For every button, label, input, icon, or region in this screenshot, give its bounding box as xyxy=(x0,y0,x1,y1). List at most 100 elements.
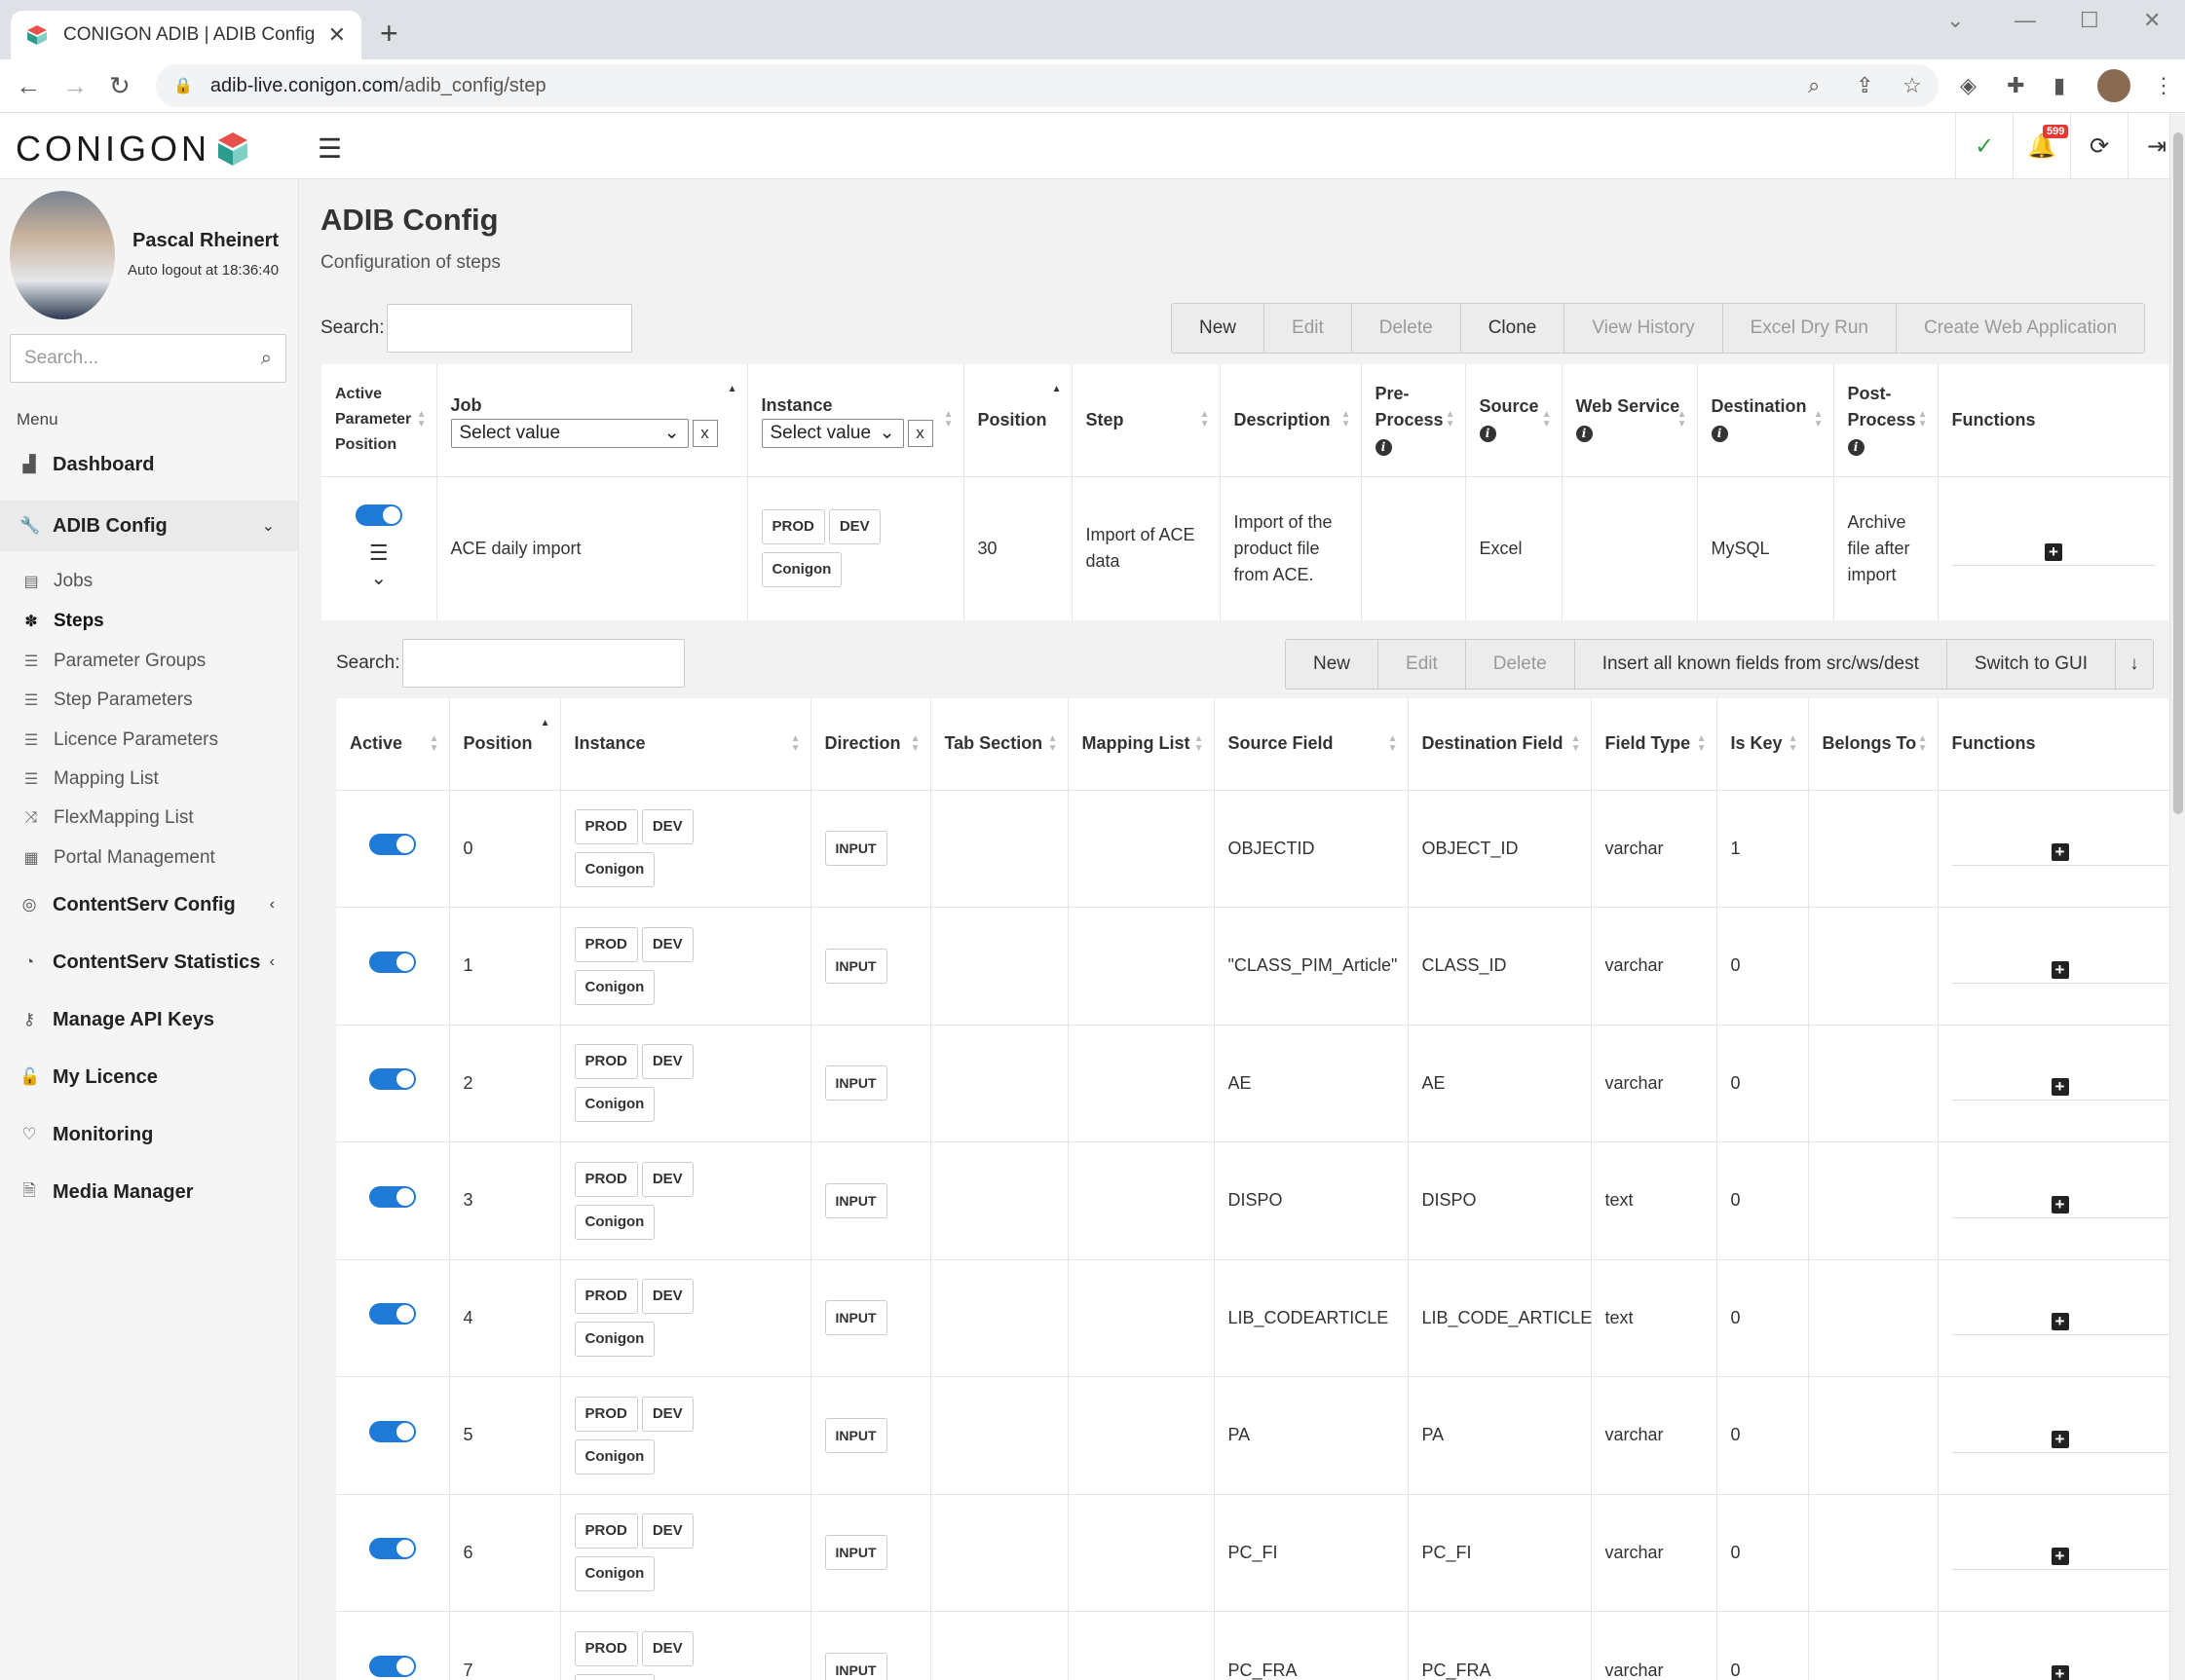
sidebar-item-contentserv-config[interactable]: ◎ ContentServ Config ‹ xyxy=(0,882,298,927)
col-description[interactable]: Description ▲ ▼ xyxy=(1220,364,1362,476)
edit-button[interactable]: Edit xyxy=(1264,304,1352,353)
sidebar-item-jobs[interactable]: ▤ Jobs xyxy=(0,563,298,600)
active-toggle[interactable] xyxy=(368,1068,416,1091)
logout-icon[interactable]: ⇥ xyxy=(2128,113,2185,179)
address-bar[interactable]: 🔒 adib-live.conigon.com/adib_config/step xyxy=(156,64,1939,107)
info-icon[interactable]: i xyxy=(1575,426,1593,442)
delete-button[interactable]: Delete xyxy=(1351,304,1461,353)
active-toggle[interactable] xyxy=(368,834,416,856)
side-panel-icon[interactable]: ▮ xyxy=(2053,73,2066,97)
add-icon[interactable]: + xyxy=(2051,1430,2069,1448)
profile-avatar[interactable] xyxy=(2097,69,2130,102)
page-scrollbar[interactable] xyxy=(2169,113,2185,1680)
table-row[interactable]: 0 PROD DEV Conigon INPUT OBJECTID OBJECT_ID var… xyxy=(336,789,2169,908)
col-instance[interactable]: Instance ▲ ▼ xyxy=(560,698,811,790)
extension-a-icon[interactable]: ◈ xyxy=(1960,73,1977,97)
more-button[interactable]: ↓ xyxy=(2116,640,2153,689)
col-position[interactable]: Position ▲ xyxy=(449,698,561,790)
notifications-bell-icon[interactable]: 🔔 599 xyxy=(2013,113,2070,179)
col-active[interactable]: Active Parameter Position ▲ ▼ xyxy=(321,364,437,476)
col-job[interactable]: Job Select value ⌄ x ▲ xyxy=(436,364,748,476)
table-row[interactable]: 2 PROD DEV Conigon INPUT AE AE varchar 0 + xyxy=(336,1024,2169,1142)
browser-tab[interactable]: CONIGON ADIB | ADIB Config ✕ xyxy=(11,11,361,59)
add-icon[interactable]: + xyxy=(2051,960,2069,979)
sidebar-item-contentserv-statistics[interactable]: ◔ ContentServ Statistics ‹ xyxy=(0,940,298,985)
col-is-key[interactable]: Is Key ▲ ▼ xyxy=(1716,698,1809,790)
add-icon[interactable]: + xyxy=(2051,1078,2069,1097)
sidebar-item-steps[interactable]: ✽ Steps xyxy=(0,603,298,640)
sidebar-search-input[interactable]: Search... ⌕ xyxy=(10,334,286,383)
col-position[interactable]: Position ▲ xyxy=(963,364,1073,476)
add-icon[interactable]: + xyxy=(2051,1548,2069,1566)
info-icon[interactable]: i xyxy=(1479,426,1496,442)
clone-button[interactable]: Clone xyxy=(1460,304,1565,353)
insert-known-fields-button[interactable]: Insert all known fields from src/ws/dest xyxy=(1574,640,1947,689)
close-tab-icon[interactable]: ✕ xyxy=(327,22,346,47)
add-icon[interactable]: + xyxy=(2051,1195,2069,1213)
col-destination[interactable]: Destination i ▲ ▼ xyxy=(1697,364,1834,476)
col-source[interactable]: Source i ▲ ▼ xyxy=(1465,364,1563,476)
table-row[interactable]: 3 PROD DEV Conigon INPUT DISPO DISPO text 0 + xyxy=(336,1141,2169,1259)
col-instance[interactable]: Instance Select value ⌄ x ▲ ▼ xyxy=(747,364,964,476)
scrollbar-thumb[interactable] xyxy=(2173,132,2183,814)
reload-icon[interactable]: ↻ xyxy=(109,71,131,100)
delete-field-button[interactable]: Delete xyxy=(1465,640,1575,689)
parameters-sliders-icon[interactable]: ☰ xyxy=(368,541,389,566)
info-icon[interactable]: i xyxy=(1711,426,1728,442)
sidebar-item-monitoring[interactable]: ♡ Monitoring xyxy=(0,1112,298,1157)
sidebar-item-dashboard[interactable]: ▟ Dashboard xyxy=(0,442,298,487)
sidebar-item-adib-config[interactable]: 🔧 ADIB Config ⌄ xyxy=(0,501,298,551)
expand-chevron-icon[interactable]: ⌄ xyxy=(370,568,388,590)
status-ok-icon[interactable]: ✓ xyxy=(1955,113,2013,179)
instance-filter-select[interactable]: Select value ⌄ xyxy=(761,418,904,448)
view-history-button[interactable]: View History xyxy=(1564,304,1723,353)
fields-search-input[interactable] xyxy=(402,639,685,688)
col-step[interactable]: Step ▲ ▼ xyxy=(1072,364,1221,476)
excel-dry-run-button[interactable]: Excel Dry Run xyxy=(1722,304,1897,353)
col-mapping-list[interactable]: Mapping List ▲ ▼ xyxy=(1068,698,1215,790)
col-direction[interactable]: Direction ▲ ▼ xyxy=(810,698,931,790)
col-post-process[interactable]: Post-Process i ▲ ▼ xyxy=(1833,364,1939,476)
add-icon[interactable]: + xyxy=(2051,1665,2069,1680)
col-belongs-to[interactable]: Belongs To ▲ ▼ xyxy=(1808,698,1939,790)
col-destination-field[interactable]: Destination Field ▲ ▼ xyxy=(1408,698,1592,790)
sidebar-item-my-licence[interactable]: 🔓 My Licence xyxy=(0,1055,298,1100)
sidebar-item-media-manager[interactable]: 🗎 Media Manager xyxy=(0,1170,298,1214)
job-filter-clear-button[interactable]: x xyxy=(692,419,718,447)
maximize-icon[interactable]: ☐ xyxy=(2080,8,2099,32)
share-icon[interactable]: ⇪ xyxy=(1856,73,1874,97)
search-icon[interactable]: ⌕ xyxy=(260,347,272,369)
table-row[interactable]: 4 PROD DEV Conigon INPUT LIB_CODEARTICLE LIB_C… xyxy=(336,1258,2169,1377)
sidebar-item-mapping-list[interactable]: ☰ Mapping List xyxy=(0,761,298,798)
forward-icon[interactable]: → xyxy=(62,71,88,100)
bookmark-star-icon[interactable]: ☆ xyxy=(1902,73,1922,97)
back-icon[interactable]: ← xyxy=(16,71,41,100)
info-icon[interactable]: i xyxy=(1847,438,1865,456)
extensions-puzzle-icon[interactable]: ✚ xyxy=(2007,73,2025,97)
active-toggle[interactable] xyxy=(355,504,402,527)
close-window-icon[interactable]: ✕ xyxy=(2143,8,2162,32)
new-tab-icon[interactable]: + xyxy=(380,16,398,51)
browser-menu-icon[interactable]: ⋮ xyxy=(2153,73,2174,97)
add-icon[interactable]: + xyxy=(2045,543,2062,562)
refresh-icon[interactable]: ⟳ xyxy=(2070,113,2128,179)
minimize-icon[interactable]: — xyxy=(2015,8,2036,32)
sidebar-item-step-parameters[interactable]: ☰ Step Parameters xyxy=(0,682,298,719)
steps-search-input[interactable] xyxy=(387,304,632,353)
add-icon[interactable]: + xyxy=(2051,1313,2069,1331)
active-toggle[interactable] xyxy=(368,1185,416,1208)
col-source-field[interactable]: Source Field ▲ ▼ xyxy=(1214,698,1409,790)
job-filter-select[interactable]: Select value ⌄ xyxy=(450,418,689,448)
col-web-service[interactable]: Web Service i ▲ ▼ xyxy=(1562,364,1698,476)
active-toggle[interactable] xyxy=(368,951,416,973)
switch-to-gui-button[interactable]: Switch to GUI xyxy=(1946,640,2117,689)
conigon-logo[interactable]: CONIGON xyxy=(16,129,249,169)
table-row[interactable]: 7PRODDEVConigonINPUTPC_FRAPC_FRAvarchar0… xyxy=(336,1611,2169,1680)
instance-filter-clear-button[interactable]: x xyxy=(907,419,933,447)
table-row[interactable]: 5 PROD DEV Conigon INPUT PA PA varchar 0 + xyxy=(336,1376,2169,1494)
new-button[interactable]: New xyxy=(1172,304,1265,353)
active-toggle[interactable] xyxy=(368,1656,416,1677)
add-icon[interactable]: + xyxy=(2051,843,2069,862)
sidebar-item-flexmapping-list[interactable]: ⤨ FlexMapping List xyxy=(0,800,298,837)
zoom-icon[interactable]: ⌕ xyxy=(1808,73,1821,97)
